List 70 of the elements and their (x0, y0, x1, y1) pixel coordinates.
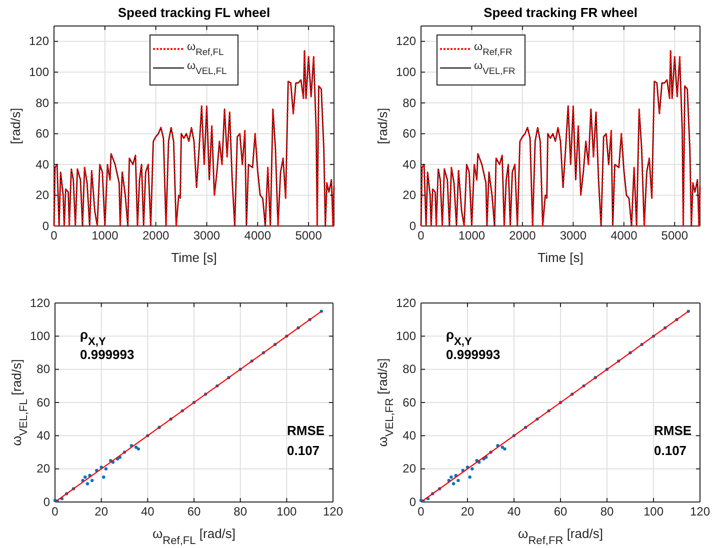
y-tick-label: 60 (402, 395, 416, 410)
x-axis-title: Time [s] (538, 250, 584, 265)
x-tick-label: 80 (234, 504, 248, 519)
y-tick-label: 120 (28, 34, 50, 48)
y-tick-label: 100 (396, 329, 416, 344)
annotation: 0.999993 (80, 347, 134, 362)
x-axis-title: ω$_{Ref,FL}$ [rad/s] (152, 526, 236, 547)
y-tick-label: 0 (409, 494, 416, 509)
chart-title: Speed tracking FL wheel (118, 5, 270, 20)
legend-label: ω$_{VEL,FL}$ (187, 60, 227, 76)
x-tick-label: 40 (507, 504, 521, 519)
legend-label: ω$_{VEL,FR}$ (474, 60, 516, 76)
x-tick-label: 4000 (244, 228, 272, 243)
x-tick-label: 5000 (661, 228, 688, 243)
x-tick-label: 40 (140, 504, 155, 519)
x-tick-label: 80 (600, 504, 614, 519)
annotation: 0.999993 (446, 347, 500, 362)
x-tick-label: 60 (187, 504, 201, 519)
y-tick-label: 60 (402, 126, 416, 141)
x-tick-label: 1000 (458, 228, 486, 243)
y-tick-label: 120 (396, 296, 416, 310)
y-tick-label: 60 (36, 395, 50, 410)
annotation: RMSE (654, 423, 692, 438)
y-tick-label: 100 (30, 329, 50, 344)
x-tick-label: 60 (554, 504, 568, 519)
y-tick-label: 120 (396, 34, 416, 48)
x-axis-title: Time [s] (171, 250, 217, 265)
y-tick-label: 100 (28, 64, 50, 79)
y-axis-title: [rad/s] (8, 108, 23, 144)
annotation: ρ$_{X,Y}$ (446, 327, 472, 348)
chart-title: Speed tracking FR wheel (484, 5, 638, 20)
y-tick-label: 80 (36, 96, 50, 110)
y-tick-label: 80 (402, 96, 416, 110)
y-tick-label: 20 (36, 188, 50, 202)
annotation: 0.107 (654, 443, 687, 458)
x-tick-label: 4000 (610, 228, 638, 243)
x-tick-label: 3000 (560, 228, 587, 243)
y-tick-label: 40 (402, 157, 416, 172)
x-axis-title: ω$_{Ref,FR}$ [rad/s] (518, 526, 603, 547)
legend-label: ω$_{Ref,FL}$ (187, 41, 224, 57)
annotation: RMSE (287, 423, 325, 438)
y-tick-label: 20 (402, 188, 416, 202)
x-tick-label: 2000 (142, 228, 170, 243)
y-tick-label: 40 (36, 157, 50, 172)
y-tick-label: 0 (409, 218, 416, 233)
x-tick-label: 20 (94, 504, 108, 519)
x-tick-label: 3000 (193, 228, 220, 243)
annotation: 0.107 (287, 443, 320, 458)
y-tick-label: 0 (42, 218, 50, 233)
x-tick-label: 100 (643, 504, 664, 519)
y-tick-label: 40 (36, 428, 50, 443)
y-tick-label: 0 (43, 494, 50, 509)
x-tick-label: 1000 (92, 228, 119, 243)
y-tick-label: 100 (396, 64, 416, 79)
y-tick-label: 20 (402, 462, 416, 476)
y-tick-label: 120 (30, 296, 50, 310)
x-tick-label: 20 (460, 504, 474, 519)
y-axis-title: [rad/s] (375, 108, 390, 144)
y-tick-label: 40 (402, 428, 416, 443)
y-tick-label: 80 (402, 362, 416, 376)
annotation: ρ$_{X,Y}$ (80, 327, 106, 348)
x-tick-label: 100 (276, 504, 297, 519)
x-tick-label: 120 (322, 504, 344, 519)
y-tick-label: 80 (36, 362, 50, 376)
x-tick-label: 120 (690, 504, 710, 519)
y-tick-label: 60 (36, 126, 50, 141)
y-tick-label: 20 (36, 462, 50, 476)
x-tick-label: 2000 (509, 228, 536, 243)
x-tick-label: 5000 (295, 228, 322, 243)
legend-label: ω$_{Ref,FR}$ (474, 41, 512, 57)
